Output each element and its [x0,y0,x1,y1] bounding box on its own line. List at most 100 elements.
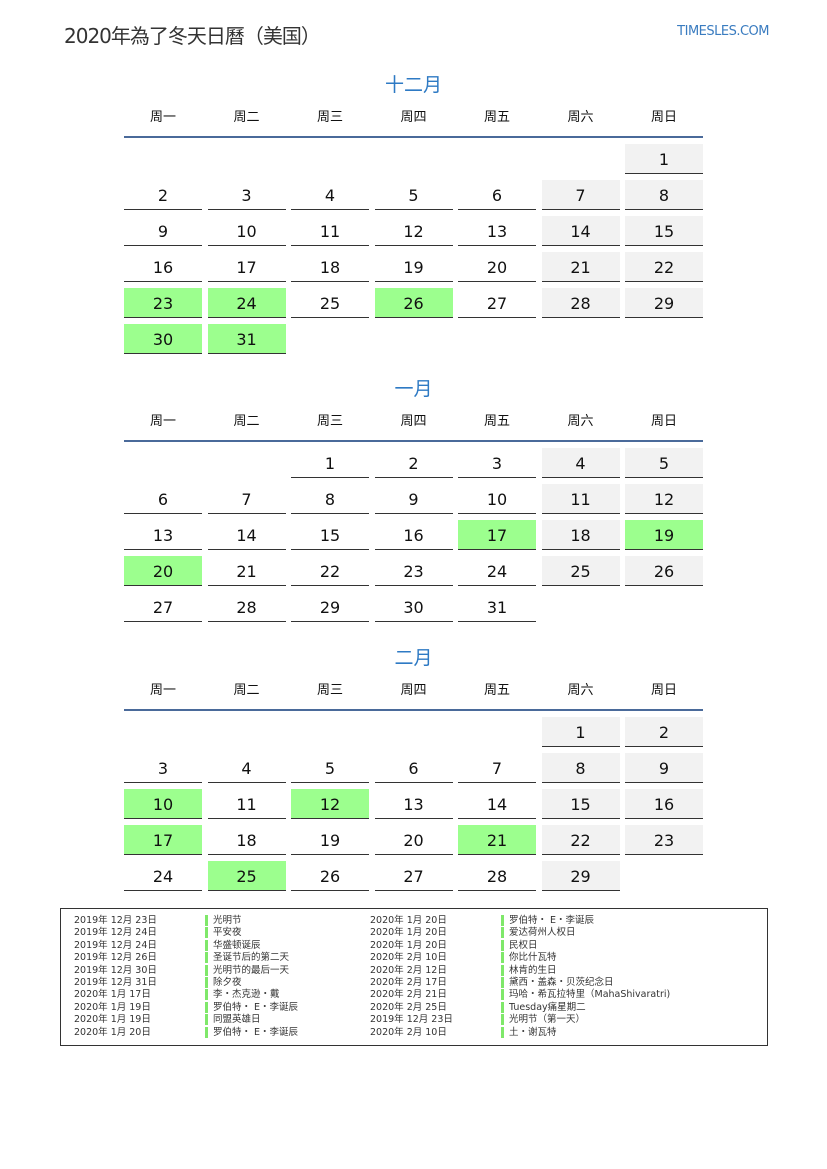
header-divider [124,709,703,711]
day-cell: 12 [625,484,703,514]
day-cell: 19 [291,825,369,855]
page-title: 2020年為了冬天日曆（美国） [64,24,321,48]
legend-date: 2020年 1月 20日 [370,927,447,939]
legend-color-bar [205,1001,208,1013]
legend-color-bar [501,952,504,964]
legend-date: 2020年 2月 12日 [370,964,447,976]
weekday-header: 周一 [149,683,176,698]
legend-date: 2020年 1月 19日 [74,1001,151,1013]
day-cell: 11 [291,216,369,246]
day-cell: 3 [458,448,536,478]
day-cell: 1 [625,144,703,174]
legend-name: 罗伯特・ E・李诞辰 [213,1001,299,1013]
day-cell: 6 [458,180,536,210]
holiday-day-cell: 21 [458,825,536,855]
legend-color-bar [205,989,208,1001]
day-cell: 13 [124,520,202,550]
weekday-header: 周五 [483,110,510,125]
day-cell: 28 [541,288,620,318]
legend-date: 2019年 12月 30日 [74,964,157,976]
brand-link[interactable]: TIMESLES.COM [677,24,769,39]
day-cell: 11 [541,484,620,514]
legend-name: 同盟英雄日 [213,1014,261,1026]
weekday-header: 周三 [316,110,343,125]
legend-name: 圣诞节后的第二天 [213,952,290,964]
legend-name: 李・杰克逊・戴 [213,989,280,1001]
holiday-day-cell: 30 [124,324,202,354]
day-cell: 15 [541,789,620,819]
day-cell: 4 [291,180,369,210]
day-cell: 22 [541,825,620,855]
weekday-header: 周三 [316,683,343,698]
day-cell: 13 [374,789,453,819]
weekday-header: 周四 [400,414,427,429]
legend-name: Tuesday痛星期二 [509,1001,586,1013]
day-cell: 8 [291,484,369,514]
day-cell: 27 [374,861,453,891]
legend-name: 除夕夜 [213,977,242,988]
holiday-day-cell: 23 [124,288,202,318]
holiday-day-cell: 10 [124,789,202,819]
day-cell: 6 [374,753,453,783]
legend-date: 2020年 2月 10日 [370,1026,447,1038]
holiday-day-cell: 17 [124,825,202,855]
day-cell: 28 [458,861,536,891]
day-cell: 13 [458,216,536,246]
holiday-day-cell: 25 [207,861,286,891]
legend-name: 光明节 [213,915,242,926]
legend-name: 华盛顿诞辰 [213,939,261,951]
day-cell: 18 [291,252,369,282]
legend-color-bar [205,927,208,939]
day-cell: 26 [291,861,369,891]
day-cell: 9 [625,753,703,783]
day-cell: 7 [458,753,536,783]
legend-name: 你比什瓦特 [509,952,557,964]
legend-name: 光明节（第一天） [509,1014,586,1026]
day-cell: 1 [291,448,369,478]
day-cell: 7 [541,180,620,210]
day-cell: 15 [291,520,369,550]
day-cell: 3 [207,180,286,210]
legend-date: 2020年 1月 20日 [74,1026,151,1038]
day-cell: 23 [625,825,703,855]
day-cell: 16 [374,520,453,550]
day-cell: 20 [374,825,453,855]
day-cell: 10 [458,484,536,514]
day-cell: 1 [541,717,620,747]
holiday-day-cell: 17 [458,520,536,550]
legend-color-bar [501,1001,504,1013]
weekday-header: 周二 [233,683,260,698]
holiday-day-cell: 19 [625,520,703,550]
legend-date: 2019年 12月 23日 [370,1014,453,1026]
legend-color-bar [501,927,504,939]
holiday-day-cell: 24 [207,288,286,318]
weekday-header: 周五 [483,414,510,429]
weekday-header: 周日 [650,683,677,698]
legend-color-bar [501,1026,504,1038]
day-cell: 30 [374,592,453,622]
day-cell: 10 [207,216,286,246]
day-cell: 31 [458,592,536,622]
day-cell: 25 [541,556,620,586]
day-cell: 25 [291,288,369,318]
day-cell: 21 [541,252,620,282]
day-cell: 8 [625,180,703,210]
day-cell: 3 [124,753,202,783]
day-cell: 27 [124,592,202,622]
weekday-header: 周六 [567,110,594,125]
legend-color-bar [501,977,504,988]
legend-color-bar [205,915,208,926]
legend-color-bar [205,1026,208,1038]
day-cell: 22 [291,556,369,586]
month-title: 二月 [394,647,433,669]
day-cell: 28 [207,592,286,622]
day-cell: 18 [207,825,286,855]
weekday-header: 周六 [567,414,594,429]
header-divider [124,440,703,442]
legend-date: 2020年 1月 20日 [370,939,447,951]
legend-name: 玛哈・希瓦拉特里（MahaShivaratri) [509,989,671,1001]
day-cell: 24 [124,861,202,891]
day-cell: 27 [458,288,536,318]
legend-date: 2019年 12月 23日 [74,915,157,926]
